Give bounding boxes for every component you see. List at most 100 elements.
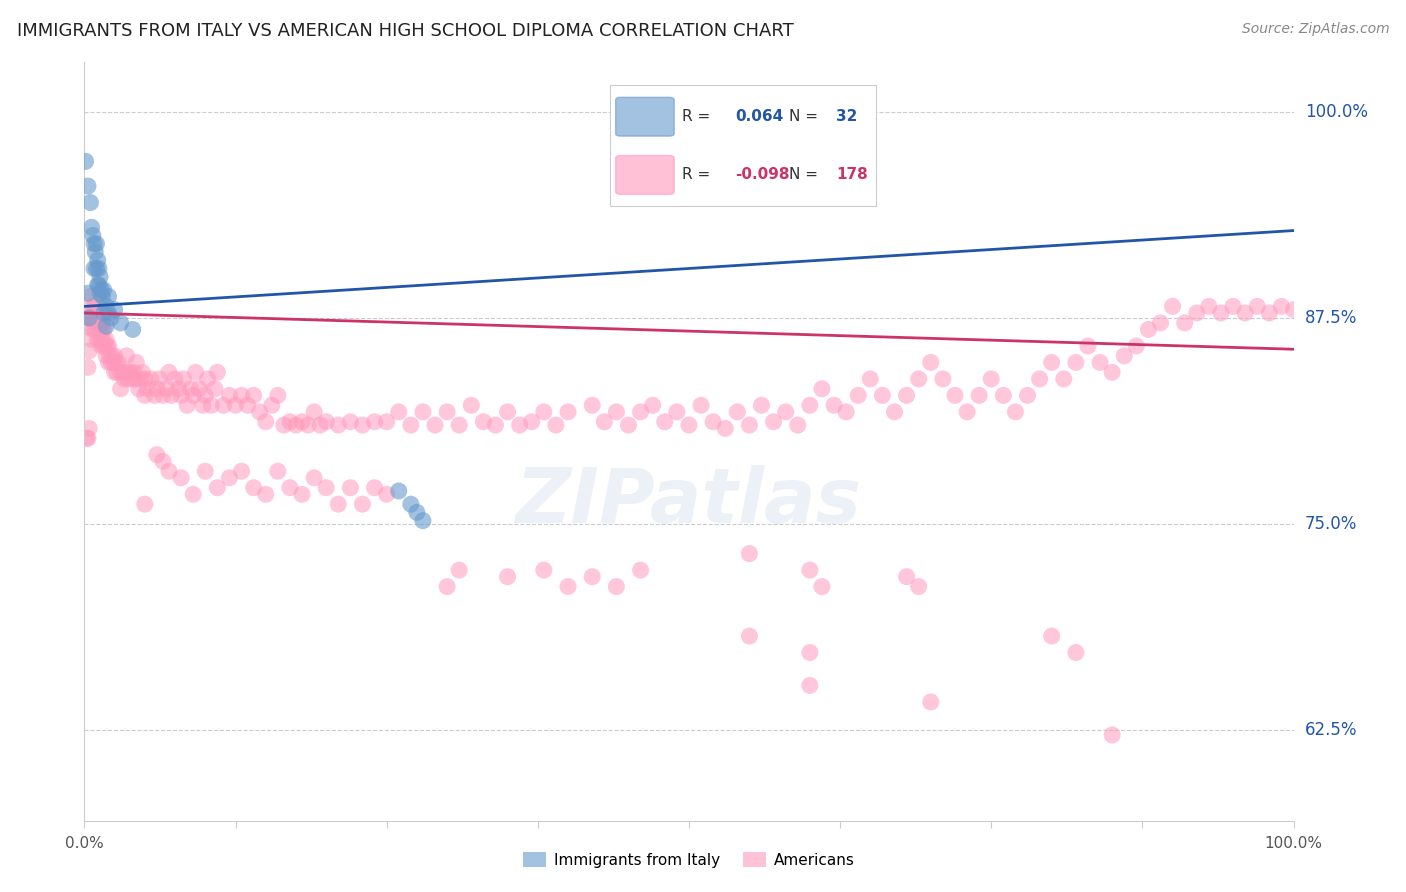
- Point: [823, 398, 845, 412]
- Point: [859, 372, 882, 386]
- Point: [1246, 299, 1268, 313]
- Point: [76, 431, 98, 445]
- Point: [762, 415, 785, 429]
- Point: [212, 398, 235, 412]
- Point: [267, 388, 290, 402]
- Point: [907, 372, 929, 386]
- Point: [484, 418, 506, 433]
- Point: [1004, 405, 1026, 419]
- Point: [520, 415, 543, 429]
- Point: [406, 505, 429, 519]
- Point: [121, 322, 143, 336]
- Point: [872, 388, 894, 402]
- Point: [799, 646, 821, 660]
- Point: [412, 405, 434, 419]
- Point: [1234, 306, 1257, 320]
- Point: [436, 580, 458, 594]
- Point: [136, 382, 159, 396]
- Point: [1053, 372, 1076, 386]
- Point: [115, 349, 138, 363]
- Point: [77, 286, 100, 301]
- Point: [86, 306, 108, 320]
- Point: [557, 405, 579, 419]
- Point: [1040, 355, 1063, 369]
- Point: [654, 415, 676, 429]
- Point: [1222, 299, 1244, 313]
- Point: [146, 448, 169, 462]
- Point: [148, 372, 170, 386]
- Point: [225, 398, 247, 412]
- Point: [738, 418, 761, 433]
- Point: [91, 316, 114, 330]
- Point: [77, 360, 100, 375]
- Point: [146, 382, 169, 396]
- Point: [449, 418, 471, 433]
- Point: [165, 372, 187, 386]
- Point: [101, 349, 124, 363]
- Point: [93, 339, 115, 353]
- Point: [87, 322, 110, 336]
- Point: [291, 415, 314, 429]
- Point: [690, 398, 713, 412]
- Point: [197, 372, 219, 386]
- Point: [107, 355, 129, 369]
- Point: [775, 405, 797, 419]
- Point: [160, 388, 183, 402]
- Point: [315, 481, 337, 495]
- Point: [200, 398, 222, 412]
- Point: [581, 398, 603, 412]
- Point: [1114, 349, 1136, 363]
- Point: [83, 236, 105, 251]
- Point: [714, 421, 737, 435]
- Point: [90, 339, 112, 353]
- Point: [188, 382, 211, 396]
- Point: [79, 289, 101, 303]
- Point: [86, 277, 108, 292]
- Point: [302, 471, 325, 485]
- Point: [77, 421, 100, 435]
- Point: [93, 283, 115, 297]
- Point: [134, 497, 156, 511]
- Point: [423, 418, 446, 433]
- Point: [751, 398, 773, 412]
- Point: [896, 570, 918, 584]
- Point: [93, 306, 115, 320]
- Point: [278, 481, 301, 495]
- Point: [956, 405, 979, 419]
- Point: [83, 306, 105, 320]
- Point: [835, 405, 858, 419]
- Point: [84, 299, 107, 313]
- Point: [533, 563, 555, 577]
- Point: [105, 365, 128, 379]
- Point: [315, 415, 337, 429]
- Point: [630, 563, 652, 577]
- Point: [260, 398, 283, 412]
- Point: [181, 487, 204, 501]
- Point: [120, 365, 142, 379]
- Point: [176, 398, 198, 412]
- Point: [76, 319, 98, 334]
- Point: [89, 332, 111, 346]
- Point: [1137, 322, 1160, 336]
- Point: [254, 415, 277, 429]
- Point: [207, 365, 229, 379]
- Point: [328, 497, 350, 511]
- Point: [86, 236, 108, 251]
- Point: [100, 310, 122, 325]
- Point: [291, 487, 314, 501]
- Point: [218, 388, 240, 402]
- Point: [191, 398, 214, 412]
- Point: [557, 580, 579, 594]
- Point: [155, 382, 177, 396]
- Point: [89, 286, 111, 301]
- Point: [267, 464, 290, 478]
- Point: [87, 277, 110, 292]
- Point: [249, 405, 271, 419]
- Point: [242, 481, 264, 495]
- Point: [472, 415, 495, 429]
- Point: [352, 418, 374, 433]
- Point: [811, 580, 834, 594]
- Point: [79, 310, 101, 325]
- Point: [94, 349, 117, 363]
- Point: [112, 365, 135, 379]
